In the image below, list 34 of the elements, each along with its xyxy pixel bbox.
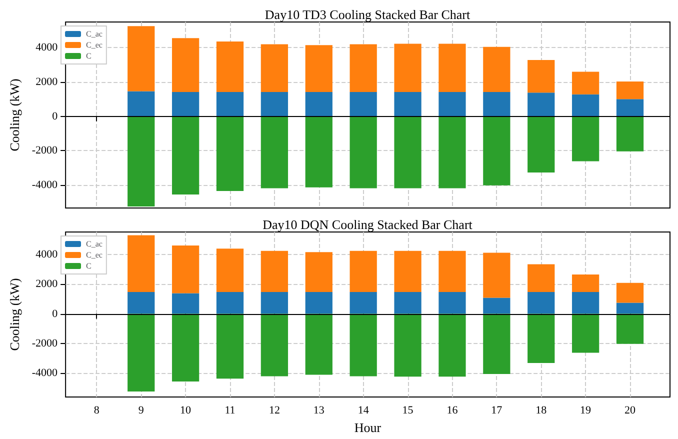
chart-title: Day10 DQN Cooling Stacked Bar Chart	[262, 217, 473, 232]
x-tick-label: 10	[180, 404, 192, 416]
legend-label: C_ec	[86, 40, 103, 50]
x-tick-label: 9	[138, 404, 144, 416]
legend-label: C_ec	[86, 250, 103, 260]
legend-label: C_ac	[86, 240, 103, 248]
x-axis-title: Hour	[354, 420, 382, 435]
x-tick-label: 18	[536, 404, 548, 416]
x-tick-label: 14	[358, 404, 370, 416]
y-tick-label: 2000	[36, 278, 58, 290]
legend-label: C	[86, 52, 92, 60]
chart-title: Day10 TD3 Cooling Stacked Bar Chart	[264, 7, 470, 22]
x-tick-label: 8	[94, 404, 100, 416]
y-tick-label: 0	[52, 308, 58, 320]
y-tick-label: 0	[52, 110, 58, 122]
x-tick-label: 12	[268, 404, 280, 416]
x-tick-label: 16	[446, 404, 458, 416]
y-tick-label: 4000	[36, 248, 58, 260]
y-tick-label: 4000	[36, 42, 58, 54]
x-tick-label: 13	[313, 404, 325, 416]
legend-label: C	[86, 262, 92, 270]
x-tick-label: 20	[624, 404, 636, 416]
y-axis-title: Cooling (kW)	[7, 278, 22, 351]
x-tick-label: 11	[224, 404, 236, 416]
y-tick-label: -4000	[32, 367, 58, 380]
y-tick-label: -4000	[32, 178, 58, 191]
y-tick-label: 2000	[36, 76, 58, 88]
x-tick-label: 19	[580, 404, 592, 416]
x-tick-label: 15	[402, 404, 414, 416]
y-axis-title: Cooling (kW)	[7, 78, 22, 152]
y-tick-label: -2000	[32, 337, 58, 350]
y-tick-label: -2000	[32, 144, 58, 157]
legend-label: C_ac	[86, 30, 103, 38]
x-tick-label: 17	[491, 404, 503, 416]
